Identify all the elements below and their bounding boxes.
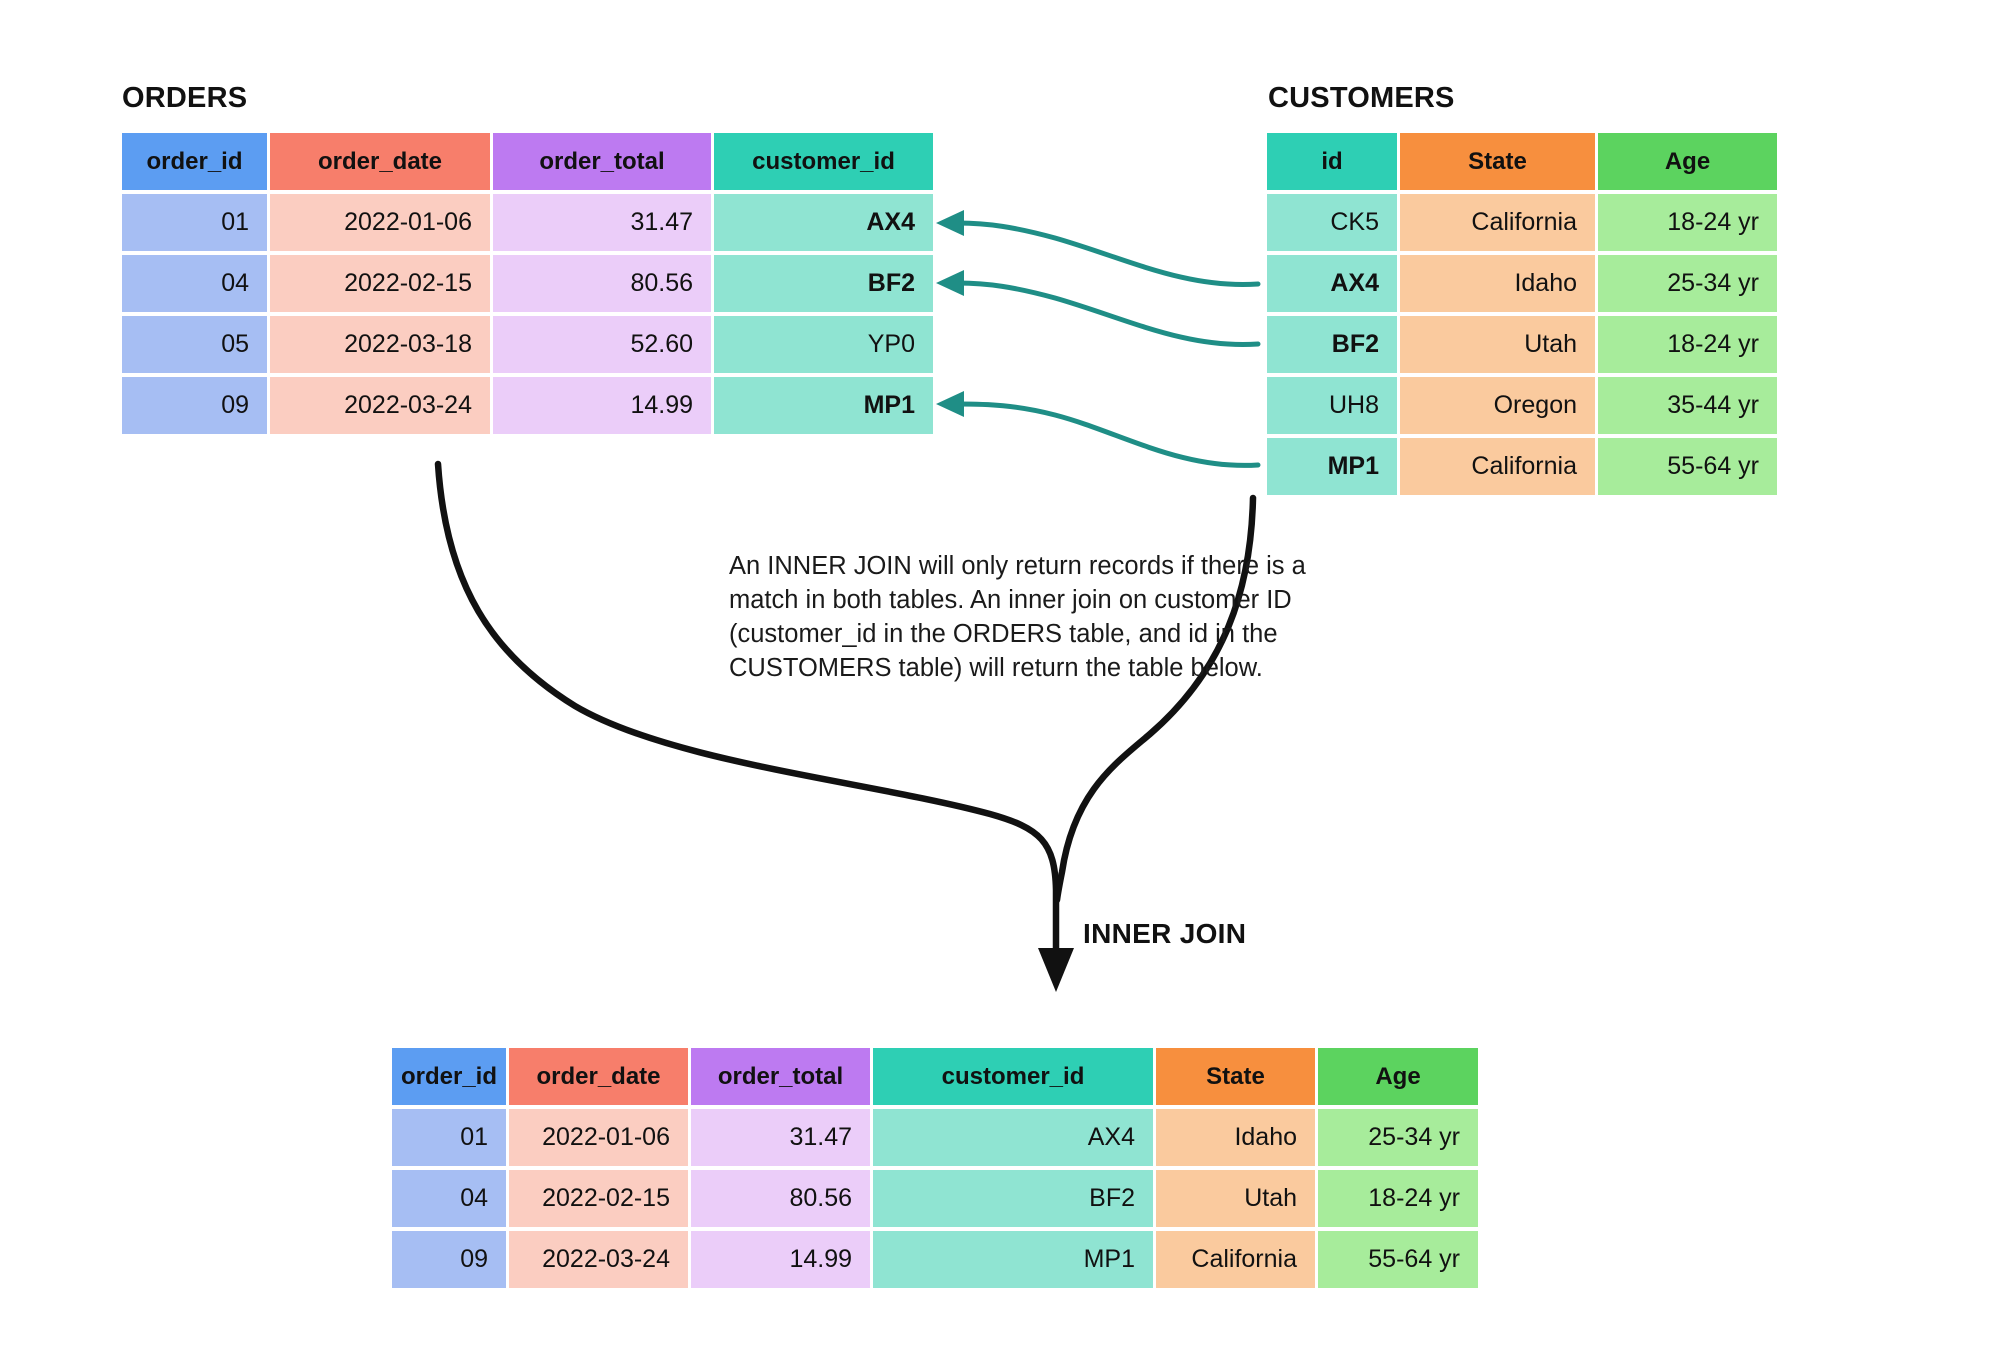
result-cell: 25-34 yr [1318,1109,1478,1166]
orders-cell: 2022-02-15 [270,255,490,312]
join-explanation: An INNER JOIN will only return records i… [729,549,1306,685]
customers-cell: California [1400,194,1595,251]
customers-header-age: Age [1598,133,1777,190]
orders-cell: 52.60 [493,316,711,373]
orders-cell: 2022-03-24 [270,377,490,434]
orders-header-order-total: order_total [493,133,711,190]
customers-header-id: id [1267,133,1397,190]
result-header-order-total: order_total [691,1048,870,1105]
orders-header-order-date: order_date [270,133,490,190]
customers-cell: 25-34 yr [1598,255,1777,312]
match-arrowhead-bf2 [936,270,964,296]
result-cell: 18-24 yr [1318,1170,1478,1227]
result-header-order-id: order_id [392,1048,506,1105]
join-explanation-line: match in both tables. An inner join on c… [729,586,1292,614]
orders-header-order-id: order_id [122,133,267,190]
result-cell: 09 [392,1231,506,1288]
orders-cell: 09 [122,377,267,434]
result-cell: Utah [1156,1170,1315,1227]
inner-join-arrowhead [1038,948,1074,992]
customers-cell: Utah [1400,316,1595,373]
customers-table: id State Age CK5 California 18-24 yr AX4… [1267,133,1777,495]
orders-table-title: ORDERS [122,82,248,114]
orders-cell-matched: AX4 [714,194,933,251]
result-header-state: State [1156,1048,1315,1105]
customers-cell: 55-64 yr [1598,438,1777,495]
customers-cell: CK5 [1267,194,1397,251]
result-cell: 04 [392,1170,506,1227]
orders-cell: 31.47 [493,194,711,251]
match-arrow-ax4 [955,220,1261,288]
result-cell: BF2 [873,1170,1153,1227]
join-explanation-line: An INNER JOIN will only return records i… [729,552,1306,580]
customers-cell: 35-44 yr [1598,377,1777,434]
customers-cell: Oregon [1400,377,1595,434]
orders-cell: 2022-03-18 [270,316,490,373]
result-cell: 31.47 [691,1109,870,1166]
orders-cell: 80.56 [493,255,711,312]
result-table: order_id order_date order_total customer… [392,1048,1478,1288]
join-explanation-line: (customer_id in the ORDERS table, and id… [729,620,1278,648]
orders-cell: 14.99 [493,377,711,434]
result-cell: 01 [392,1109,506,1166]
result-cell: Idaho [1156,1109,1315,1166]
customers-cell-matched: MP1 [1267,438,1397,495]
result-cell: AX4 [873,1109,1153,1166]
inner-join-label: INNER JOIN [1083,918,1247,949]
merge-curve-from-orders [434,460,1060,952]
orders-table: order_id order_date order_total customer… [122,133,933,434]
result-cell: 14.99 [691,1231,870,1288]
orders-cell-matched: MP1 [714,377,933,434]
customers-table-title: CUSTOMERS [1268,82,1455,114]
customers-cell: UH8 [1267,377,1397,434]
orders-cell: 2022-01-06 [270,194,490,251]
result-cell: 55-64 yr [1318,1231,1478,1288]
customers-cell-matched: BF2 [1267,316,1397,373]
orders-cell: 01 [122,194,267,251]
result-cell: MP1 [873,1231,1153,1288]
orders-cell: 04 [122,255,267,312]
customers-cell: Idaho [1400,255,1595,312]
orders-header-customer-id: customer_id [714,133,933,190]
result-header-order-date: order_date [509,1048,688,1105]
result-cell: California [1156,1231,1315,1288]
customers-cell: 18-24 yr [1598,316,1777,373]
customers-header-state: State [1400,133,1595,190]
join-explanation-line: CUSTOMERS table) will return the table b… [729,654,1263,682]
result-header-age: Age [1318,1048,1478,1105]
match-arrowhead-mp1 [936,391,964,417]
orders-cell: 05 [122,316,267,373]
result-cell: 80.56 [691,1170,870,1227]
orders-cell: YP0 [714,316,933,373]
match-arrow-bf2 [955,280,1261,348]
customers-cell: 18-24 yr [1598,194,1777,251]
result-header-customer-id: customer_id [873,1048,1153,1105]
orders-cell-matched: BF2 [714,255,933,312]
result-cell: 2022-01-06 [509,1109,688,1166]
customers-cell: California [1400,438,1595,495]
result-cell: 2022-03-24 [509,1231,688,1288]
match-arrowhead-ax4 [936,210,964,236]
match-arrow-mp1 [955,401,1261,468]
customers-cell-matched: AX4 [1267,255,1397,312]
result-cell: 2022-02-15 [509,1170,688,1227]
